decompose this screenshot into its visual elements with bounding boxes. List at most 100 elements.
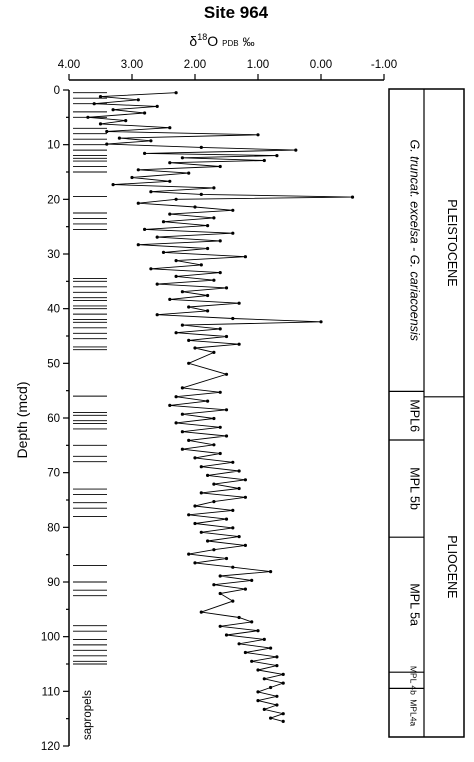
data-point [111,108,115,112]
data-point [187,438,191,442]
data-point [275,154,279,158]
data-point [262,637,266,642]
data-point [243,255,247,259]
data-point [111,183,115,187]
data-point [199,263,203,267]
data-point [224,286,229,290]
data-point [212,416,216,421]
y-tick-label: 0 [54,85,60,97]
data-point [224,408,229,412]
data-point [218,574,222,578]
biozone-label: MPL 5b [408,467,422,510]
zone-frame [388,88,465,738]
data-point [136,201,140,205]
data-point [174,91,178,95]
data-point [143,151,147,155]
data-point [231,508,235,512]
data-point [180,323,184,327]
data-point [193,504,197,508]
data-point [199,145,203,149]
data-point [180,412,184,416]
data-point [105,142,109,146]
y-tick-label: 120 [41,741,60,753]
data-point [174,197,178,201]
y-tick-label: 70 [47,468,60,480]
data-point [98,122,103,126]
data-point [174,331,178,335]
data-point [174,274,178,278]
data-point [218,624,222,628]
data-point [155,235,159,239]
data-point [199,465,203,469]
data-point [262,707,266,712]
data-point [212,500,216,504]
data-point [218,425,222,429]
data-point [168,161,172,165]
y-tick-label: 100 [41,632,60,644]
data-point [212,350,216,354]
data-point [262,158,266,163]
y-axis-label: Depth (mcd) [14,381,30,458]
data-point [206,539,210,543]
data-point [275,703,279,707]
data-point [168,126,172,130]
data-point [187,513,191,517]
data-point [136,98,140,102]
data-point [180,156,184,160]
data-point [212,216,216,220]
data-point [231,316,235,321]
data-point [319,320,323,324]
data-point [250,620,254,624]
data-point [275,655,279,659]
x-tick-label: 3.00 [121,59,143,71]
x-axis-label-delta: δ [189,33,197,49]
y-axis: 0 10 20 30 40 50 60 70 80 90 100 110 120 [41,85,70,753]
data-point [243,495,247,499]
data-point [168,403,172,407]
data-point [105,129,109,134]
y-tick-label: 50 [47,358,60,370]
sapropel-label: sapropels [82,690,94,740]
data-point [281,681,285,685]
data-point [243,650,247,655]
x-tick-label: 2.00 [184,59,206,71]
data-point [86,115,90,119]
data-point [256,133,260,137]
data-point [256,629,260,633]
data-point [212,278,216,282]
data-point [224,334,229,339]
data-point [281,672,285,677]
y-tick-label: 80 [47,522,60,534]
data-point [218,239,222,243]
biozone-label: MPL4a [409,699,419,726]
data-point [275,664,279,668]
data-point [149,190,153,194]
data-point [294,148,298,152]
data-point [224,517,229,521]
data-point [262,677,266,681]
data-point [180,447,184,451]
data-point [212,583,216,587]
data-point [155,104,159,108]
data-point [174,259,178,263]
data-point [206,473,210,477]
biozone-label: MPL 4b [409,666,419,695]
y-tick-label: 20 [47,194,60,206]
epoch-label: PLEISTOCENE [445,199,459,286]
x-axis-label-elem: O [207,33,218,49]
epoch-label: PLIOCENE [445,535,459,598]
y-tick-label: 110 [42,686,60,698]
data-point [350,195,355,199]
data-point [256,699,260,703]
data-point [212,482,216,486]
data-point [231,565,235,569]
data-point [187,338,191,342]
data-point [199,530,203,534]
x-axis: 4.00 3.00 2.00 1.00 0.00 -1.00 [58,59,397,81]
zone-columns: G. truncat. excelsa - G. cariacoensis MPL… [388,88,465,738]
data-point [174,421,178,425]
data-point [161,250,166,254]
biozone-label: MPL6 [408,399,422,432]
data-point [206,293,210,298]
